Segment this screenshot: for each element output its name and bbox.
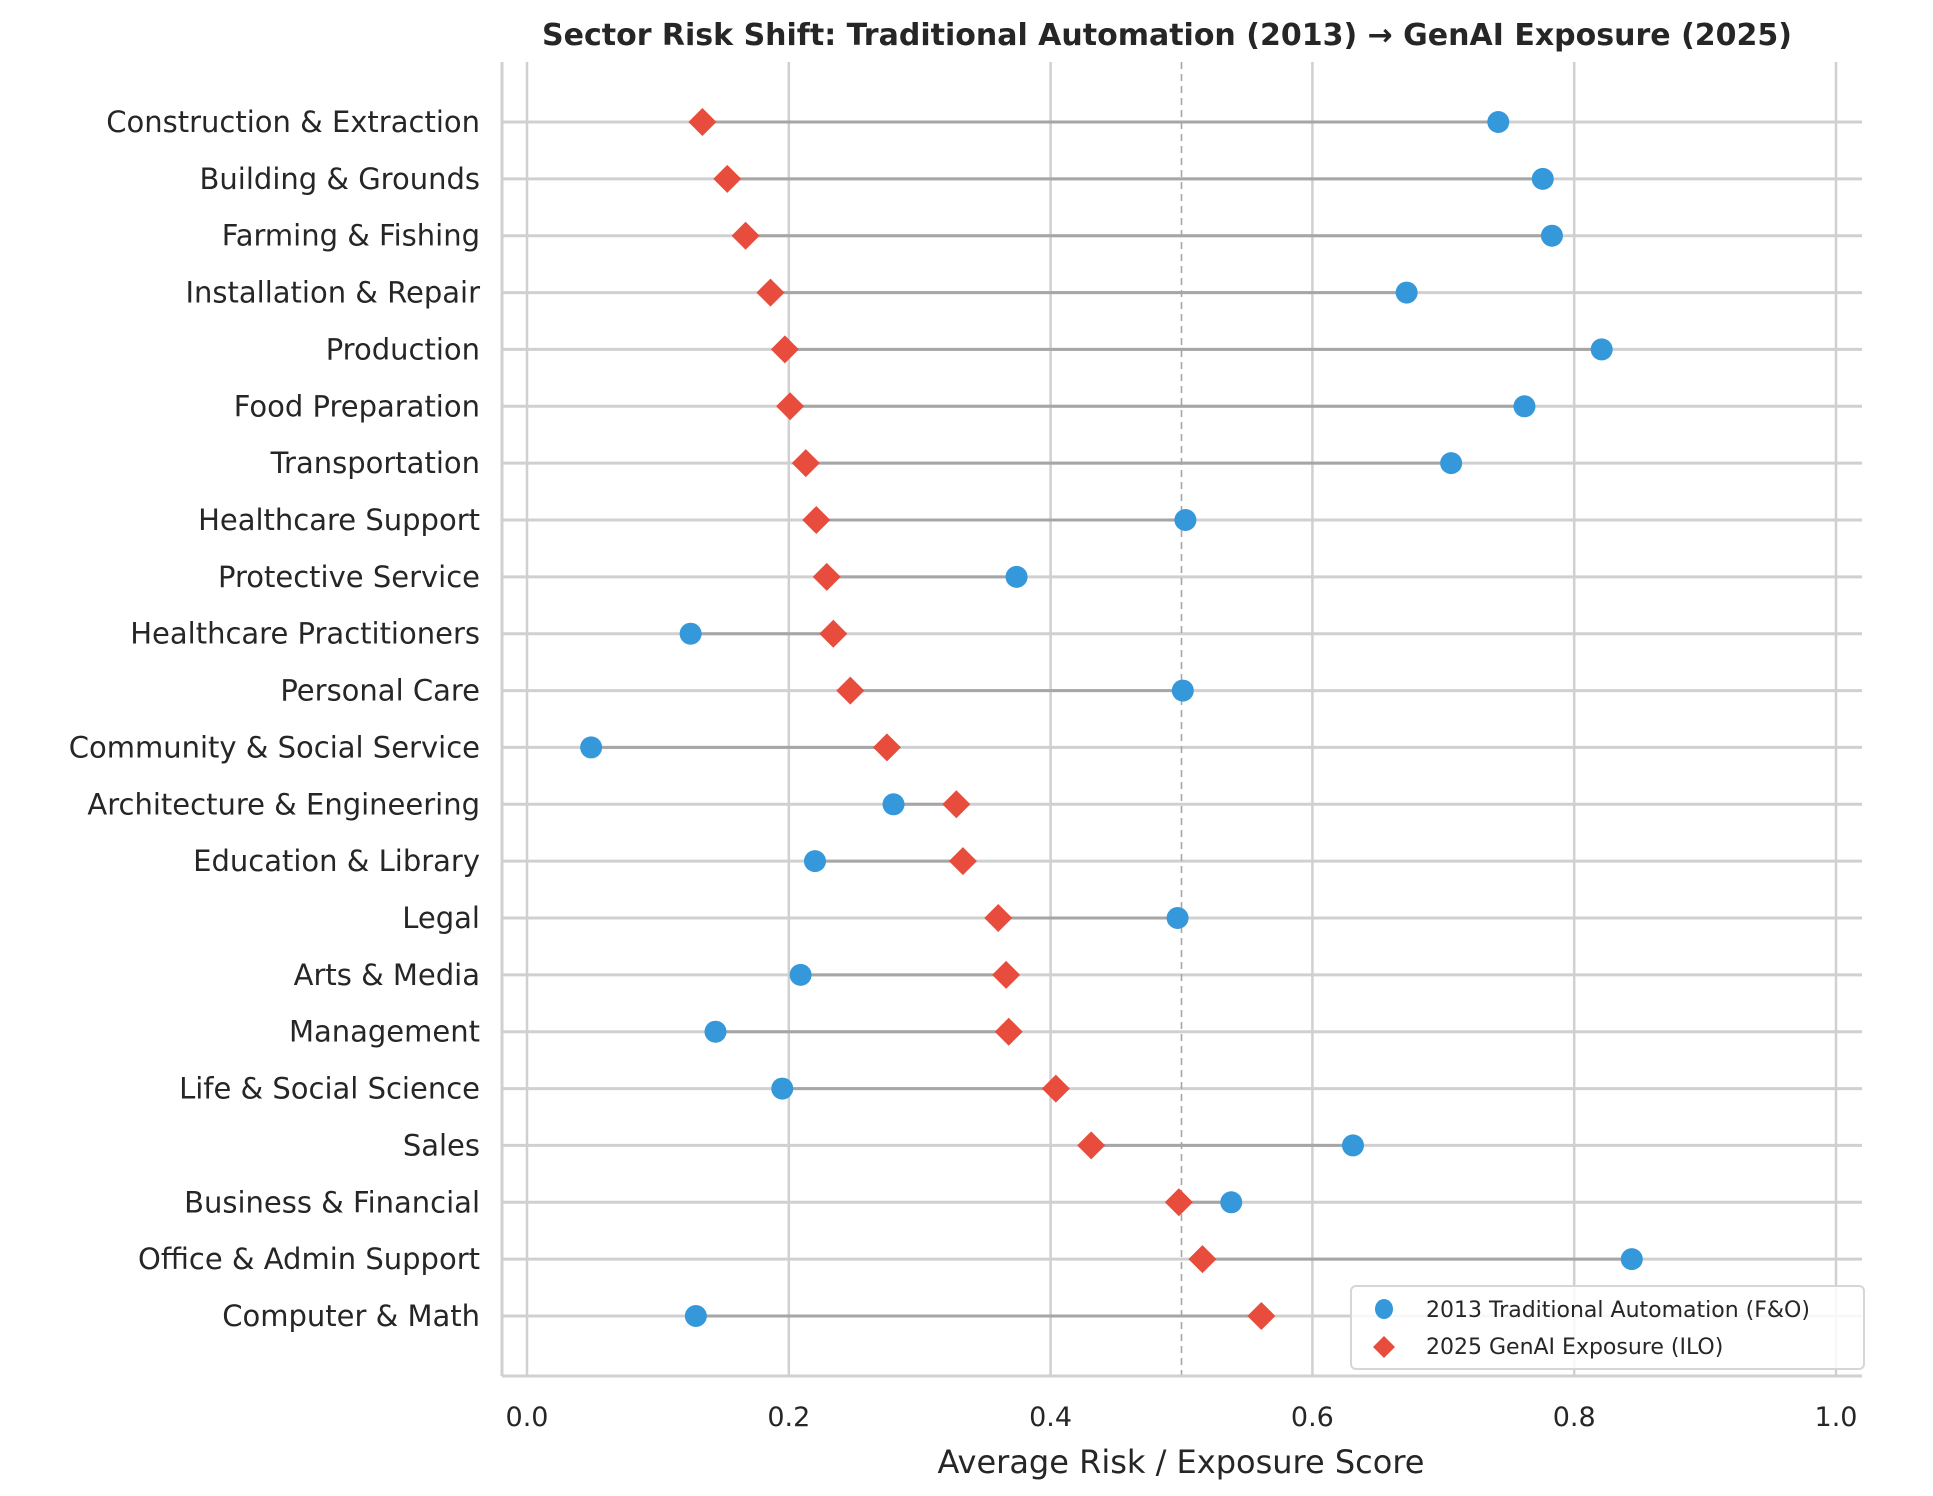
point-2025 <box>992 960 1021 989</box>
point-2025 <box>984 904 1013 932</box>
point-2025 <box>770 335 799 364</box>
y-tick-label: Building & Grounds <box>200 162 480 196</box>
y-tick-label: Protective Service <box>218 560 480 594</box>
point-2025 <box>819 619 848 648</box>
point-2025 <box>994 1017 1023 1046</box>
point-2025 <box>791 449 820 478</box>
point-2013 <box>1341 1134 1364 1157</box>
x-tick-label: 0.0 <box>506 1402 549 1433</box>
point-2013 <box>1005 565 1028 588</box>
point-2013 <box>1166 907 1189 929</box>
x-tick-labels: 0.0 0.2 0.4 0.6 0.8 1.0 <box>506 1402 1858 1433</box>
point-2013 <box>1440 452 1463 475</box>
y-tick-label: Architecture & Engineering <box>87 787 480 821</box>
point-2013 <box>1540 224 1563 247</box>
point-2025 <box>836 676 865 705</box>
point-2013 <box>789 963 812 986</box>
point-2025 <box>942 790 971 819</box>
x-tick-label: 1.0 <box>1815 1402 1858 1433</box>
point-2013 <box>882 793 905 816</box>
legend-frame <box>1350 1285 1865 1370</box>
legend-diamond-marker-icon <box>1373 1336 1395 1358</box>
point-2025 <box>731 221 760 250</box>
y-tick-label: Legal <box>402 901 480 935</box>
point-2013 <box>684 1305 707 1327</box>
y-tick-label: Computer & Math <box>222 1299 480 1333</box>
legend-circle-marker-icon <box>1375 1299 1393 1319</box>
point-2025 <box>812 562 841 591</box>
point-2013 <box>580 736 603 759</box>
x-tick-label: 0.6 <box>1291 1402 1334 1433</box>
axes-layer <box>500 62 1862 1378</box>
point-2013 <box>679 622 702 645</box>
point-2025 <box>1077 1131 1106 1160</box>
point-2025 <box>1041 1074 1070 1103</box>
point-2013 <box>1220 1191 1243 1214</box>
x-tick-label: 0.2 <box>767 1402 810 1433</box>
y-tick-label: Production <box>326 332 480 366</box>
data-layer <box>580 108 1643 1330</box>
point-2013 <box>1174 509 1197 531</box>
legend-label-2025: 2025 GenAI Exposure (ILO) <box>1426 1335 1723 1360</box>
point-2013 <box>1620 1248 1643 1271</box>
y-tick-label: Education & Library <box>193 844 480 878</box>
y-tick-label: Food Preparation <box>234 389 480 423</box>
y-tick-label: Life & Social Science <box>179 1072 480 1106</box>
y-tick-label: Sales <box>403 1128 480 1162</box>
point-2013 <box>1513 395 1536 418</box>
point-2013 <box>1531 167 1554 190</box>
y-tick-label: Farming & Fishing <box>222 219 480 253</box>
x-tick-label: 0.4 <box>1029 1402 1072 1433</box>
y-tick-label: Arts & Media <box>294 958 480 992</box>
point-2025 <box>872 733 901 762</box>
y-tick-label: Healthcare Support <box>198 503 480 537</box>
chart-title: Sector Risk Shift: Traditional Automatio… <box>542 18 1792 53</box>
point-2025 <box>1188 1245 1217 1274</box>
point-2013 <box>1590 338 1613 361</box>
point-2025 <box>1164 1188 1193 1217</box>
point-2025 <box>1247 1302 1276 1330</box>
y-tick-label: Community & Social Service <box>69 730 480 764</box>
point-2013 <box>771 1077 794 1100</box>
y-tick-label: Personal Care <box>280 674 480 708</box>
point-2025 <box>756 278 785 307</box>
point-2025 <box>713 164 742 193</box>
point-2013 <box>1171 679 1194 702</box>
x-tick-label: 0.8 <box>1553 1402 1596 1433</box>
x-axis-label: Average Risk / Exposure Score <box>938 1443 1425 1481</box>
y-tick-label: Healthcare Practitioners <box>130 617 480 651</box>
y-tick-label: Transportation <box>270 446 480 480</box>
y-tick-label: Business & Financial <box>184 1185 480 1219</box>
y-tick-label: Construction & Extraction <box>106 105 480 139</box>
legend-label-2013: 2013 Traditional Automation (F&O) <box>1426 1298 1810 1323</box>
point-2025 <box>688 108 717 136</box>
point-2013 <box>704 1020 727 1043</box>
y-tick-label: Management <box>289 1015 480 1049</box>
point-2025 <box>802 506 831 534</box>
point-2013 <box>1487 111 1510 133</box>
point-2013 <box>803 850 826 873</box>
y-tick-label: Office & Admin Support <box>138 1242 480 1276</box>
y-tick-label: Installation & Repair <box>185 276 480 310</box>
legend: 2013 Traditional Automation (F&O) 2025 G… <box>1350 1285 1865 1370</box>
y-tick-labels: Construction & Extraction Building & Grou… <box>69 105 480 1333</box>
point-2013 <box>1395 281 1418 304</box>
point-2025 <box>948 847 977 876</box>
grid-layer <box>502 62 1862 1376</box>
point-2025 <box>776 392 805 421</box>
